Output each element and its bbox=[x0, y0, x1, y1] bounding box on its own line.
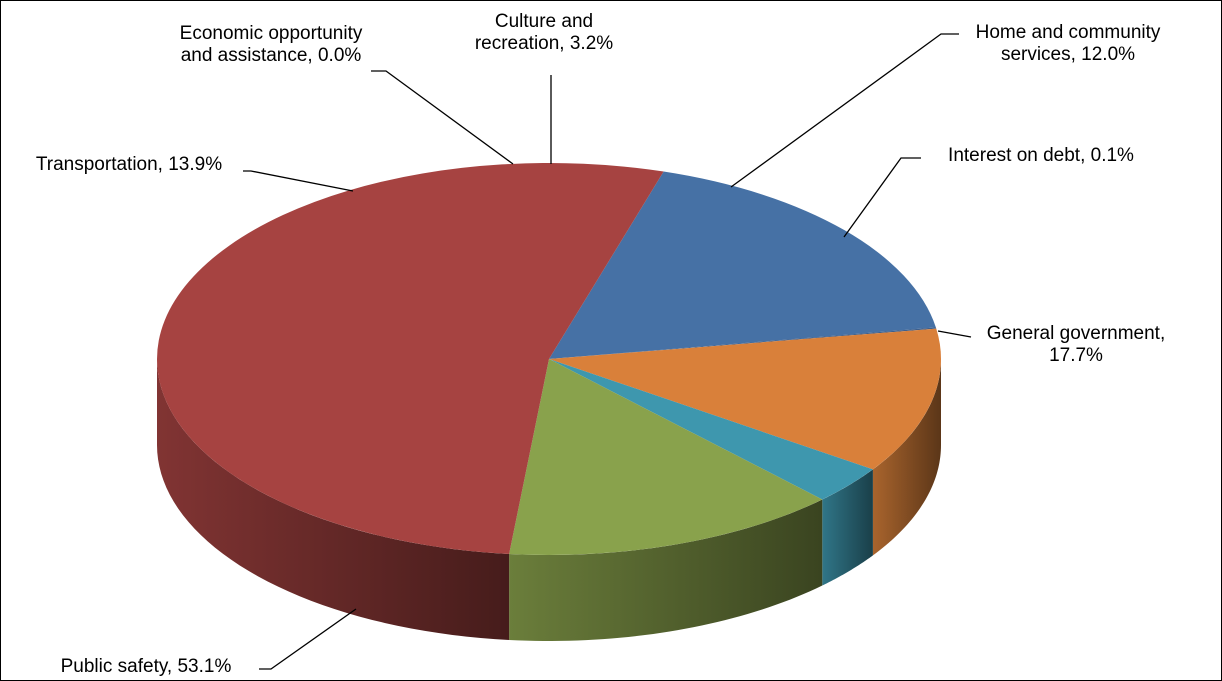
pie-wall-culture-and-recreation bbox=[822, 469, 873, 586]
data-label-transportation: Transportation, 13.9% bbox=[36, 154, 222, 175]
pie-slice-home-and-community-services bbox=[549, 328, 941, 470]
data-label-public-safety: Public safety, 53.1% bbox=[61, 656, 232, 677]
pie-wall-public-safety bbox=[157, 359, 510, 640]
leader-line-public-safety bbox=[259, 608, 357, 670]
pie-slice-culture-and-recreation bbox=[549, 359, 873, 500]
leader-line-general-government bbox=[937, 330, 972, 338]
data-label-economic-opportunity-and-assistance: Economic opportunity and assistance, 0.0% bbox=[180, 23, 363, 66]
leader-line-interest-on-debt bbox=[843, 157, 921, 238]
pie-wall-home-and-community-services bbox=[872, 359, 941, 556]
leader-line-transportation bbox=[243, 170, 354, 192]
data-label-general-government: General government, 17.7% bbox=[987, 323, 1166, 366]
data-label-interest-on-debt: Interest on debt, 0.1% bbox=[948, 145, 1134, 166]
data-label-home-and-community-services: Home and community services, 12.0% bbox=[976, 22, 1161, 65]
pie-slice-transportation bbox=[509, 359, 823, 555]
data-label-culture-and-recreation: Culture and recreation, 3.2% bbox=[475, 11, 613, 54]
pie-slice-interest-on-debt bbox=[549, 327, 937, 359]
leader-line-economic-opportunity-and-assistance bbox=[371, 70, 514, 165]
pie-slice-public-safety bbox=[157, 162, 664, 554]
pie-wall-transportation bbox=[509, 499, 823, 641]
pie-slice-general-government bbox=[549, 171, 936, 359]
leader-line-home-and-community-services bbox=[730, 33, 959, 188]
